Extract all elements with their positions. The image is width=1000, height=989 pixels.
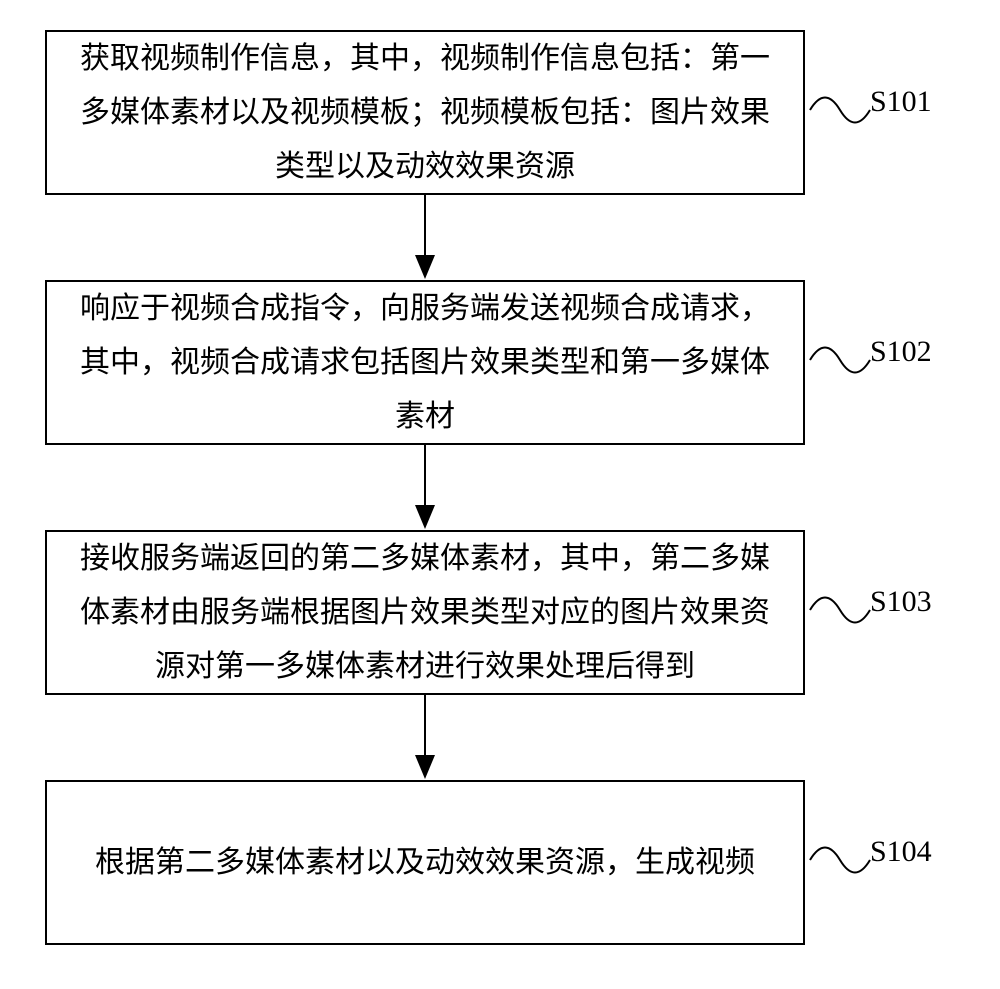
step-s101-box: 获取视频制作信息，其中，视频制作信息包括：第一多媒体素材以及视频模板；视频模板包… bbox=[45, 30, 805, 195]
flowchart-container: 获取视频制作信息，其中，视频制作信息包括：第一多媒体素材以及视频模板；视频模板包… bbox=[0, 0, 1000, 989]
brace-s102 bbox=[810, 348, 870, 373]
step-s102-text: 响应于视频合成指令，向服务端发送视频合成请求，其中，视频合成请求包括图片效果类型… bbox=[67, 282, 783, 444]
step-s103-text: 接收服务端返回的第二多媒体素材，其中，第二多媒体素材由服务端根据图片效果类型对应… bbox=[67, 532, 783, 694]
step-s104-label: S104 bbox=[870, 835, 932, 869]
brace-s104 bbox=[810, 848, 870, 873]
brace-s101 bbox=[810, 98, 870, 123]
step-s102-label: S102 bbox=[870, 335, 932, 369]
step-s101-label: S101 bbox=[870, 85, 932, 119]
step-s103-label: S103 bbox=[870, 585, 932, 619]
step-s101-text: 获取视频制作信息，其中，视频制作信息包括：第一多媒体素材以及视频模板；视频模板包… bbox=[67, 32, 783, 194]
step-s104-box: 根据第二多媒体素材以及动效效果资源，生成视频 bbox=[45, 780, 805, 945]
brace-s103 bbox=[810, 598, 870, 623]
step-s104-text: 根据第二多媒体素材以及动效效果资源，生成视频 bbox=[95, 836, 755, 890]
step-s103-box: 接收服务端返回的第二多媒体素材，其中，第二多媒体素材由服务端根据图片效果类型对应… bbox=[45, 530, 805, 695]
step-s102-box: 响应于视频合成指令，向服务端发送视频合成请求，其中，视频合成请求包括图片效果类型… bbox=[45, 280, 805, 445]
